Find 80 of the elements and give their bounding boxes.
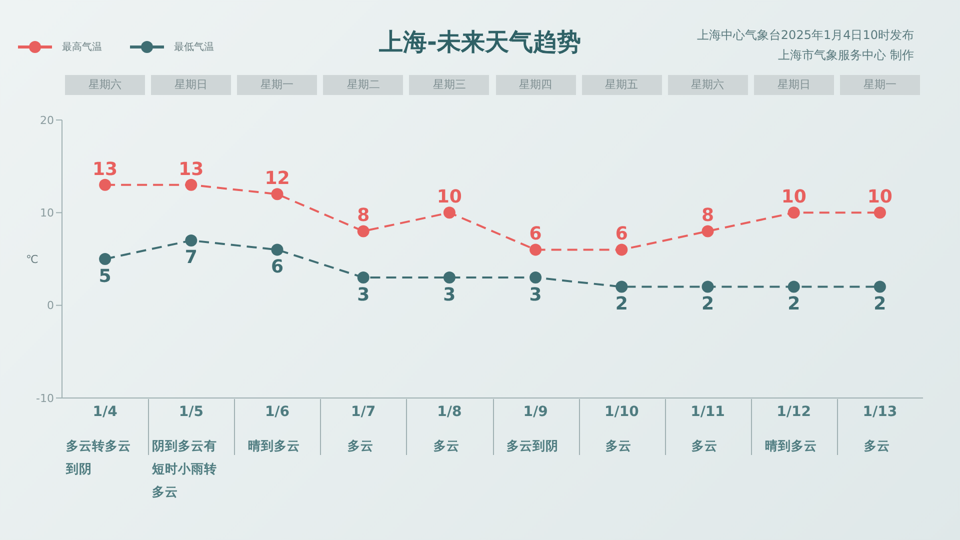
point — [185, 234, 198, 246]
text: 星期四 — [496, 75, 576, 95]
point — [788, 206, 800, 219]
point — [99, 253, 112, 265]
text: 上海市气象服务中心 制作 — [778, 47, 914, 64]
point — [530, 272, 542, 284]
point — [357, 225, 370, 238]
x-tick-label: 1/11 — [690, 404, 725, 420]
y-tick-label: 20 — [40, 114, 54, 127]
point — [874, 280, 886, 293]
x-tick-label: 1/10 — [604, 404, 640, 420]
data-label: 3 — [443, 284, 456, 306]
text: 星期六 — [65, 75, 146, 95]
legend-label: 最低气温 — [174, 41, 214, 54]
text: 多云转多云到阴 — [66, 437, 132, 478]
data-label: 3 — [357, 284, 370, 306]
point — [702, 280, 714, 293]
text: 星期三 — [409, 75, 490, 95]
point — [271, 244, 284, 256]
data-label: 10 — [867, 186, 892, 208]
y-tick-label: 10 — [40, 206, 54, 220]
text: 晴到多云 — [247, 437, 302, 455]
text: 晴到多云 — [764, 437, 818, 455]
y-axis-title: ℃ — [26, 252, 38, 266]
point — [185, 178, 198, 191]
text: 多云 — [346, 437, 374, 455]
text: 上海中心气象台2025年1月4日10时发布 — [696, 27, 914, 44]
data-label: 6 — [270, 256, 284, 278]
text: 星期一 — [840, 75, 920, 95]
point — [616, 244, 628, 256]
point — [357, 272, 370, 284]
x-tick-label: 1/4 — [92, 404, 118, 420]
text: 星期一 — [237, 75, 318, 95]
text: 多云 — [604, 437, 633, 455]
data-label: 13 — [178, 158, 204, 180]
text: 星期六 — [668, 75, 748, 95]
data-label: 13 — [92, 158, 118, 180]
point — [616, 280, 628, 293]
text: 阴到多云有短时小雨转多云 — [152, 437, 218, 501]
chart-title: 上海-未来天气趋势 — [379, 28, 581, 56]
text: 星期日 — [151, 75, 232, 95]
point — [702, 225, 714, 238]
point — [443, 206, 456, 219]
data-label: 5 — [98, 266, 112, 287]
text: 星期五 — [582, 75, 662, 95]
y-tick-label: 0 — [47, 299, 54, 312]
text: 多云到阴 — [506, 437, 560, 455]
point — [788, 280, 800, 293]
point — [443, 272, 456, 284]
point — [271, 188, 284, 200]
data-label: 10 — [436, 186, 462, 208]
data-label: 10 — [781, 186, 806, 208]
text: 多云 — [690, 437, 719, 455]
data-label: 2 — [615, 294, 628, 315]
text: 星期日 — [754, 75, 834, 95]
point — [99, 178, 112, 191]
data-label: 6 — [615, 224, 628, 245]
x-tick-label: 1/5 — [178, 404, 204, 420]
text: 星期二 — [323, 75, 404, 95]
data-label: 8 — [701, 205, 714, 226]
data-label: 2 — [874, 294, 886, 315]
legend-label: 最高气温 — [62, 40, 102, 54]
x-tick-label: 1/9 — [523, 404, 548, 420]
point — [530, 244, 542, 256]
point — [874, 206, 886, 219]
x-tick-label: 1/13 — [862, 404, 898, 420]
y-tick-label: -10 — [36, 392, 54, 405]
data-label: 2 — [788, 294, 800, 315]
data-label: 12 — [264, 168, 290, 190]
text: 多云 — [432, 437, 460, 455]
data-label: 3 — [529, 284, 542, 306]
x-tick-label: 1/6 — [264, 404, 290, 420]
x-tick-label: 1/12 — [776, 404, 812, 420]
data-label: 6 — [529, 224, 542, 245]
x-tick-label: 1/8 — [437, 404, 462, 420]
x-tick-label: 1/7 — [351, 404, 376, 420]
data-label: 2 — [701, 294, 714, 315]
data-label: 8 — [357, 205, 370, 226]
text: 多云 — [862, 437, 891, 455]
data-label: 7 — [184, 247, 198, 268]
